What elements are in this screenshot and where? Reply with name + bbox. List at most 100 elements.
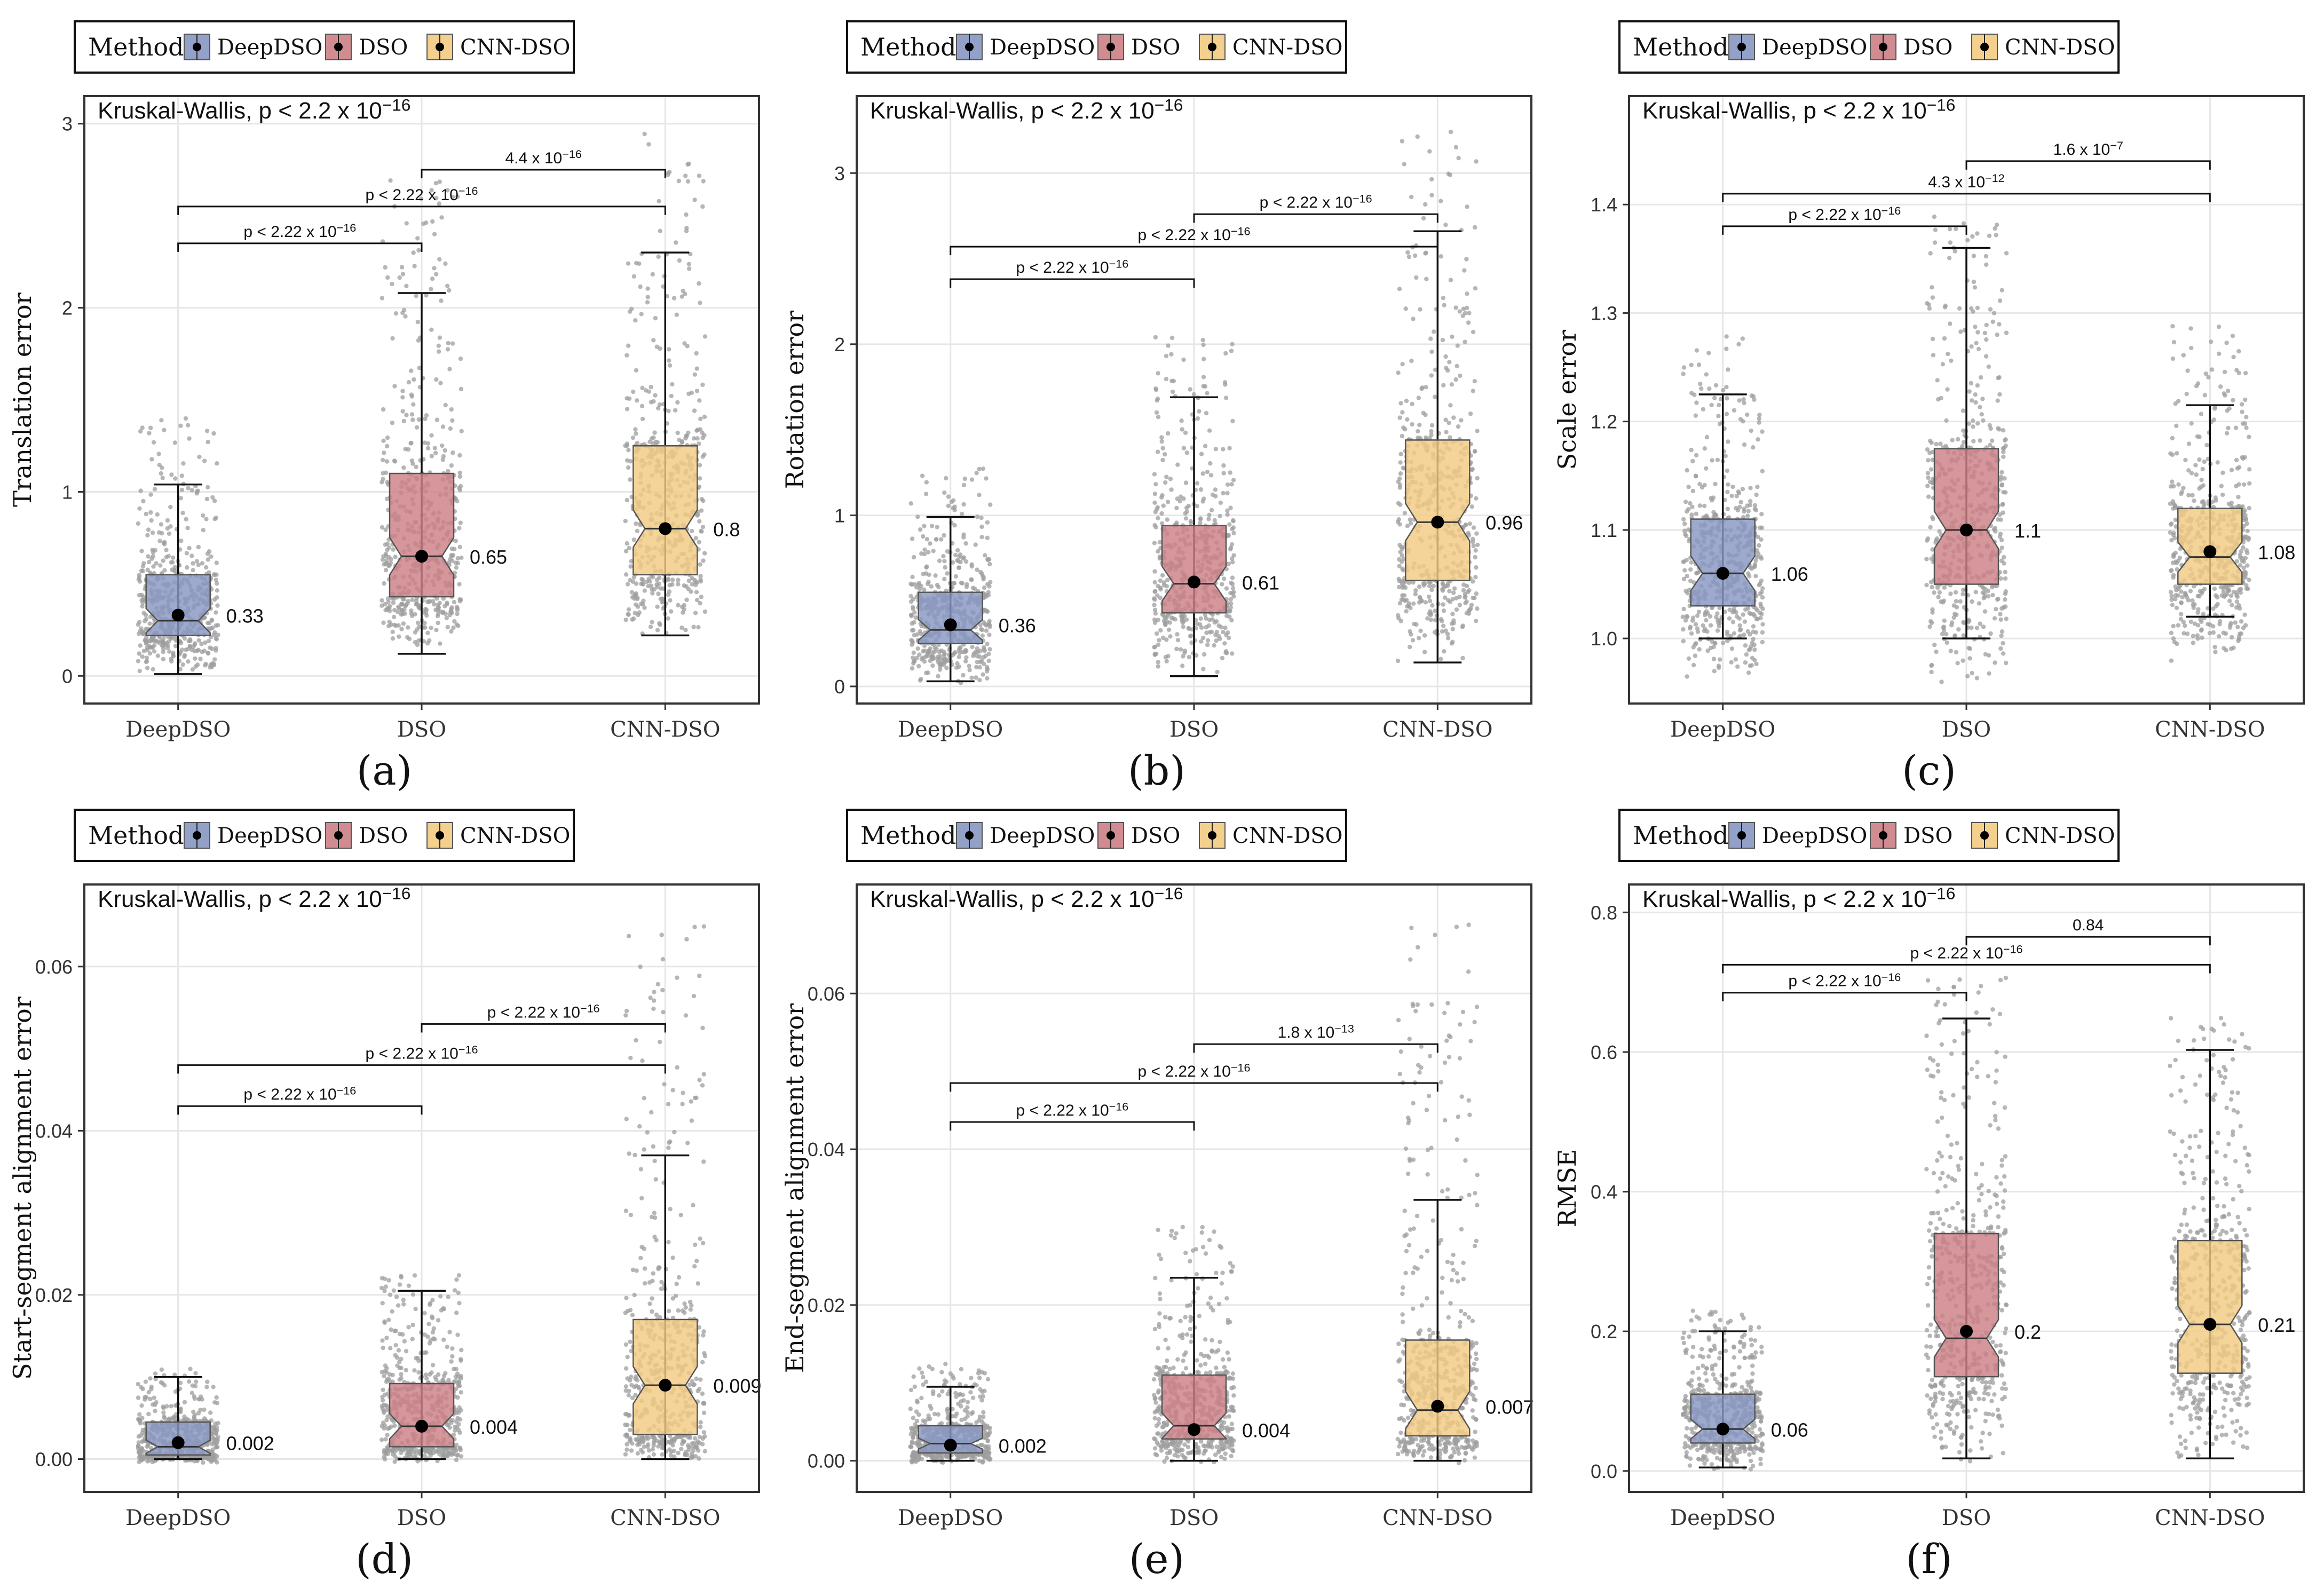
bracket-exponent: −16: [337, 221, 357, 234]
data-point: [928, 658, 933, 663]
data-point: [981, 467, 986, 471]
data-point: [2199, 628, 2204, 633]
data-point: [205, 439, 210, 445]
data-point: [151, 440, 156, 445]
data-point: [403, 447, 408, 452]
data-point: [2170, 560, 2176, 565]
data-point: [953, 552, 958, 558]
data-point: [1230, 582, 1235, 587]
data-point: [692, 197, 697, 202]
data-point: [1741, 612, 1745, 617]
data-point: [1400, 566, 1405, 571]
data-point: [1175, 638, 1181, 643]
data-point: [210, 625, 215, 630]
mean-marker: [2203, 545, 2217, 558]
data-point: [192, 641, 197, 646]
data-point: [396, 623, 401, 628]
data-point: [1759, 612, 1764, 617]
data-point: [1229, 349, 1234, 353]
data-point: [1973, 325, 1978, 329]
data-point: [964, 655, 969, 660]
data-point: [160, 476, 165, 480]
data-point: [200, 561, 205, 566]
data-point: [187, 436, 192, 441]
data-point: [165, 518, 170, 523]
data-point: [1939, 680, 1944, 684]
data-point: [1926, 494, 1931, 499]
data-point: [2169, 521, 2174, 526]
data-point: [2004, 330, 2009, 335]
y-axis-label: Translation error: [8, 293, 37, 507]
data-point: [2003, 570, 2007, 575]
data-point: [2239, 549, 2244, 554]
data-point: [188, 638, 193, 643]
data-point: [1981, 418, 1986, 423]
data-point: [953, 574, 959, 579]
data-point: [1415, 134, 1420, 139]
data-point: [1751, 624, 1756, 629]
data-point: [1418, 307, 1422, 312]
data-point: [909, 612, 914, 618]
data-point: [1230, 560, 1235, 565]
data-point: [1443, 595, 1448, 600]
data-point: [1710, 458, 1714, 463]
data-point: [1200, 499, 1205, 504]
data-point: [683, 628, 688, 633]
data-point: [432, 446, 437, 451]
data-point: [181, 461, 186, 466]
data-point: [697, 463, 702, 468]
data-point: [1974, 341, 1979, 346]
data-point: [457, 526, 462, 531]
data-point: [1969, 344, 1974, 349]
data-point: [955, 548, 960, 553]
data-point: [211, 662, 217, 668]
data-point: [974, 471, 979, 476]
data-point: [698, 427, 703, 432]
data-point: [1417, 584, 1422, 589]
data-point: [144, 627, 148, 632]
data-point: [457, 470, 462, 475]
data-point: [669, 393, 674, 399]
data-point: [433, 181, 438, 186]
x-axis: DeepDSO DSO CNN-DSO: [1670, 704, 2265, 742]
data-point: [206, 638, 211, 644]
bracket-exponent: −16: [562, 147, 582, 161]
data-point: [1163, 654, 1168, 660]
data-point: [1932, 214, 1937, 219]
data-point: [1956, 627, 1961, 632]
data-point: [1454, 607, 1459, 612]
data-point: [910, 582, 915, 587]
data-point: [1432, 329, 1436, 334]
data-point: [1475, 476, 1480, 481]
data-point: [1684, 558, 1689, 563]
data-point: [381, 407, 386, 412]
data-point: [137, 651, 141, 656]
bracket-text: p < 2.22 x 10: [1016, 259, 1109, 276]
data-point: [1994, 607, 1998, 612]
data-point: [2183, 457, 2188, 462]
data-point: [1756, 437, 1760, 442]
data-point: [147, 621, 152, 626]
data-point: [2176, 399, 2181, 404]
data-point: [1967, 656, 1972, 661]
data-point: [981, 577, 986, 582]
data-point: [416, 417, 421, 422]
data-point: [1152, 500, 1157, 505]
data-point: [148, 425, 153, 430]
data-point: [658, 586, 663, 591]
data-point: [1230, 575, 1235, 580]
data-point: [2244, 425, 2249, 430]
data-point: [170, 555, 176, 560]
data-point: [1201, 342, 1206, 347]
data-point: [1202, 357, 1206, 361]
data-point: [1988, 307, 1993, 312]
data-point: [140, 564, 146, 569]
data-point: [436, 349, 441, 354]
data-point: [2240, 409, 2244, 414]
data-point: [1694, 474, 1698, 479]
box-body: [1690, 518, 1756, 607]
data-point: [1418, 595, 1422, 601]
data-point: [985, 609, 990, 614]
data-point: [388, 178, 393, 183]
data-point: [452, 619, 457, 624]
